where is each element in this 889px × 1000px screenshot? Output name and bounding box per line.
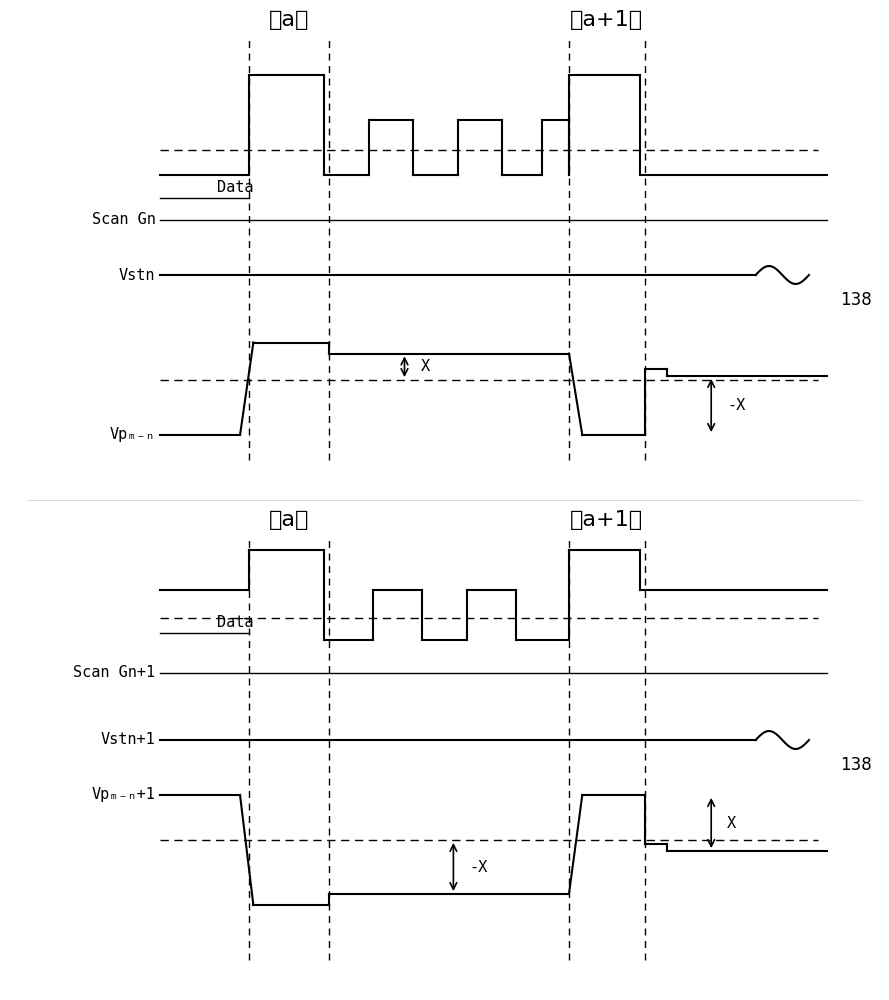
Text: Vstn+1: Vstn+1 (100, 732, 156, 748)
Text: Vstn: Vstn (119, 267, 156, 282)
Text: X: X (727, 816, 736, 830)
Text: 138: 138 (840, 756, 872, 774)
Text: Vpₘ₋ₙ: Vpₘ₋ₙ (110, 428, 156, 442)
Text: Vpₘ₋ₙ+1: Vpₘ₋ₙ+1 (92, 788, 156, 802)
Text: Scan Gn: Scan Gn (92, 213, 156, 228)
Text: 138: 138 (840, 291, 872, 309)
Text: X: X (420, 359, 429, 374)
Text: Data: Data (217, 615, 254, 630)
Text: -X: -X (727, 398, 746, 413)
Text: 第a帧: 第a帧 (268, 10, 309, 30)
Text: Scan Gn+1: Scan Gn+1 (74, 665, 156, 680)
Text: -X: -X (469, 860, 488, 874)
Text: 第a+1帧: 第a+1帧 (570, 10, 643, 30)
Text: Data: Data (217, 180, 254, 195)
Text: 第a+1帧: 第a+1帧 (570, 510, 643, 530)
Text: 第a帧: 第a帧 (268, 510, 309, 530)
